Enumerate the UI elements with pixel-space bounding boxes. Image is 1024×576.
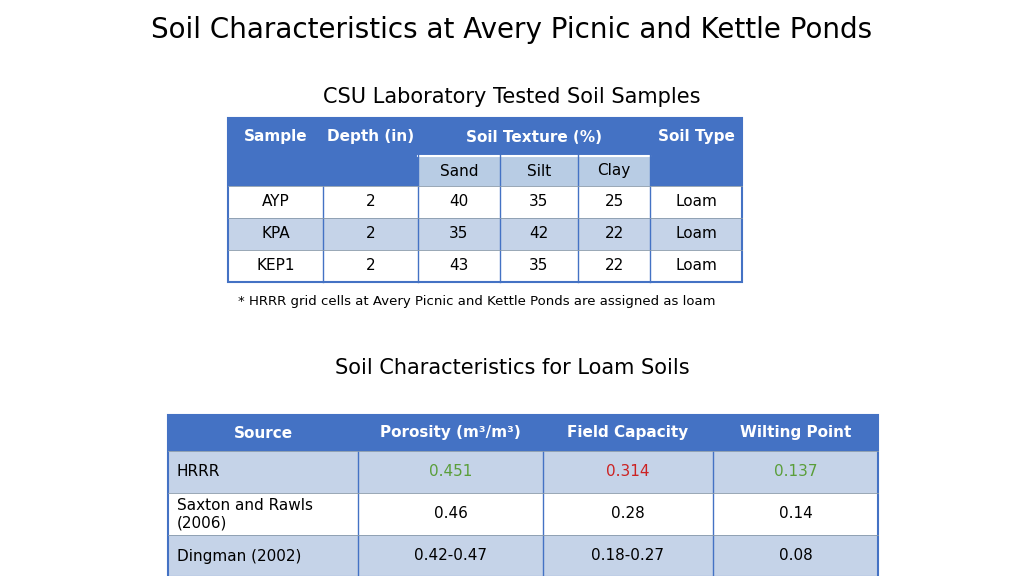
Bar [713,493,878,535]
Bar [358,451,543,493]
Text: Silt: Silt [527,164,551,179]
Text: Loam: Loam [675,195,717,210]
Text: 43: 43 [450,259,469,274]
Text: 0.18-0.27: 0.18-0.27 [592,548,665,563]
Text: Porosity (m³/m³): Porosity (m³/m³) [380,426,521,441]
Text: 40: 40 [450,195,469,210]
Text: Sand: Sand [439,164,478,179]
Text: 25: 25 [604,195,624,210]
Text: Wilting Point: Wilting Point [739,426,851,441]
Text: Soil Characteristics at Avery Picnic and Kettle Ponds: Soil Characteristics at Avery Picnic and… [152,16,872,44]
Bar [418,186,500,218]
Bar [543,415,713,451]
Text: Field Capacity: Field Capacity [567,426,688,441]
Text: 0.08: 0.08 [778,548,812,563]
Text: 35: 35 [529,259,549,274]
Text: 0.137: 0.137 [774,464,817,479]
Text: HRRR: HRRR [177,464,220,479]
Text: 22: 22 [604,259,624,274]
Bar [168,415,878,576]
Bar [323,250,418,282]
Bar [713,451,878,493]
Bar [323,186,418,218]
Bar [543,535,713,576]
Bar [228,156,323,186]
Bar [358,493,543,535]
Bar [323,218,418,250]
Bar [358,535,543,576]
Bar [418,156,500,186]
Bar [323,156,418,186]
Bar [543,451,713,493]
Text: Loam: Loam [675,259,717,274]
Text: * HRRR grid cells at Avery Picnic and Kettle Ponds are assigned as loam: * HRRR grid cells at Avery Picnic and Ke… [238,295,716,309]
Bar [228,118,742,282]
Text: Clay: Clay [597,164,631,179]
Text: KPA: KPA [261,226,290,241]
Bar [650,218,742,250]
Bar [168,415,358,451]
Bar [500,250,578,282]
Bar [650,156,742,186]
Bar [168,451,358,493]
Bar [500,186,578,218]
Bar [650,186,742,218]
Bar [578,250,650,282]
Text: Soil Texture (%): Soil Texture (%) [466,130,602,145]
Bar [713,415,878,451]
Text: 35: 35 [450,226,469,241]
Bar [168,493,358,535]
Text: 0.314: 0.314 [606,464,650,479]
Text: 0.451: 0.451 [429,464,472,479]
Text: Soil Type: Soil Type [657,130,734,145]
Bar [650,250,742,282]
Text: 0.42-0.47: 0.42-0.47 [414,548,487,563]
Text: Depth (in): Depth (in) [327,130,414,145]
Text: CSU Laboratory Tested Soil Samples: CSU Laboratory Tested Soil Samples [324,87,700,107]
Text: Sample: Sample [244,130,307,145]
Bar [228,218,323,250]
Text: 0.28: 0.28 [611,506,645,521]
Bar [500,218,578,250]
Text: 35: 35 [529,195,549,210]
Text: 2: 2 [366,259,376,274]
Bar [578,186,650,218]
Bar [543,493,713,535]
Text: Dingman (2002): Dingman (2002) [177,548,301,563]
Bar [500,156,578,186]
Text: 0.14: 0.14 [778,506,812,521]
Bar [228,250,323,282]
Bar [418,218,500,250]
Text: Saxton and Rawls
(2006): Saxton and Rawls (2006) [177,498,313,530]
Text: Source: Source [233,426,293,441]
Text: Soil Characteristics for Loam Soils: Soil Characteristics for Loam Soils [335,358,689,378]
Text: 2: 2 [366,195,376,210]
Bar [578,218,650,250]
Bar [713,535,878,576]
Bar [358,415,543,451]
Text: AYP: AYP [261,195,290,210]
Text: 0.46: 0.46 [433,506,467,521]
Bar [650,118,742,156]
Text: 22: 22 [604,226,624,241]
Bar [418,250,500,282]
Text: 2: 2 [366,226,376,241]
Bar [228,118,323,156]
Bar [323,118,418,156]
Bar [228,186,323,218]
Bar [168,535,358,576]
Bar [578,156,650,186]
Text: Loam: Loam [675,226,717,241]
Text: KEP1: KEP1 [256,259,295,274]
Text: 42: 42 [529,226,549,241]
Bar [418,118,650,156]
